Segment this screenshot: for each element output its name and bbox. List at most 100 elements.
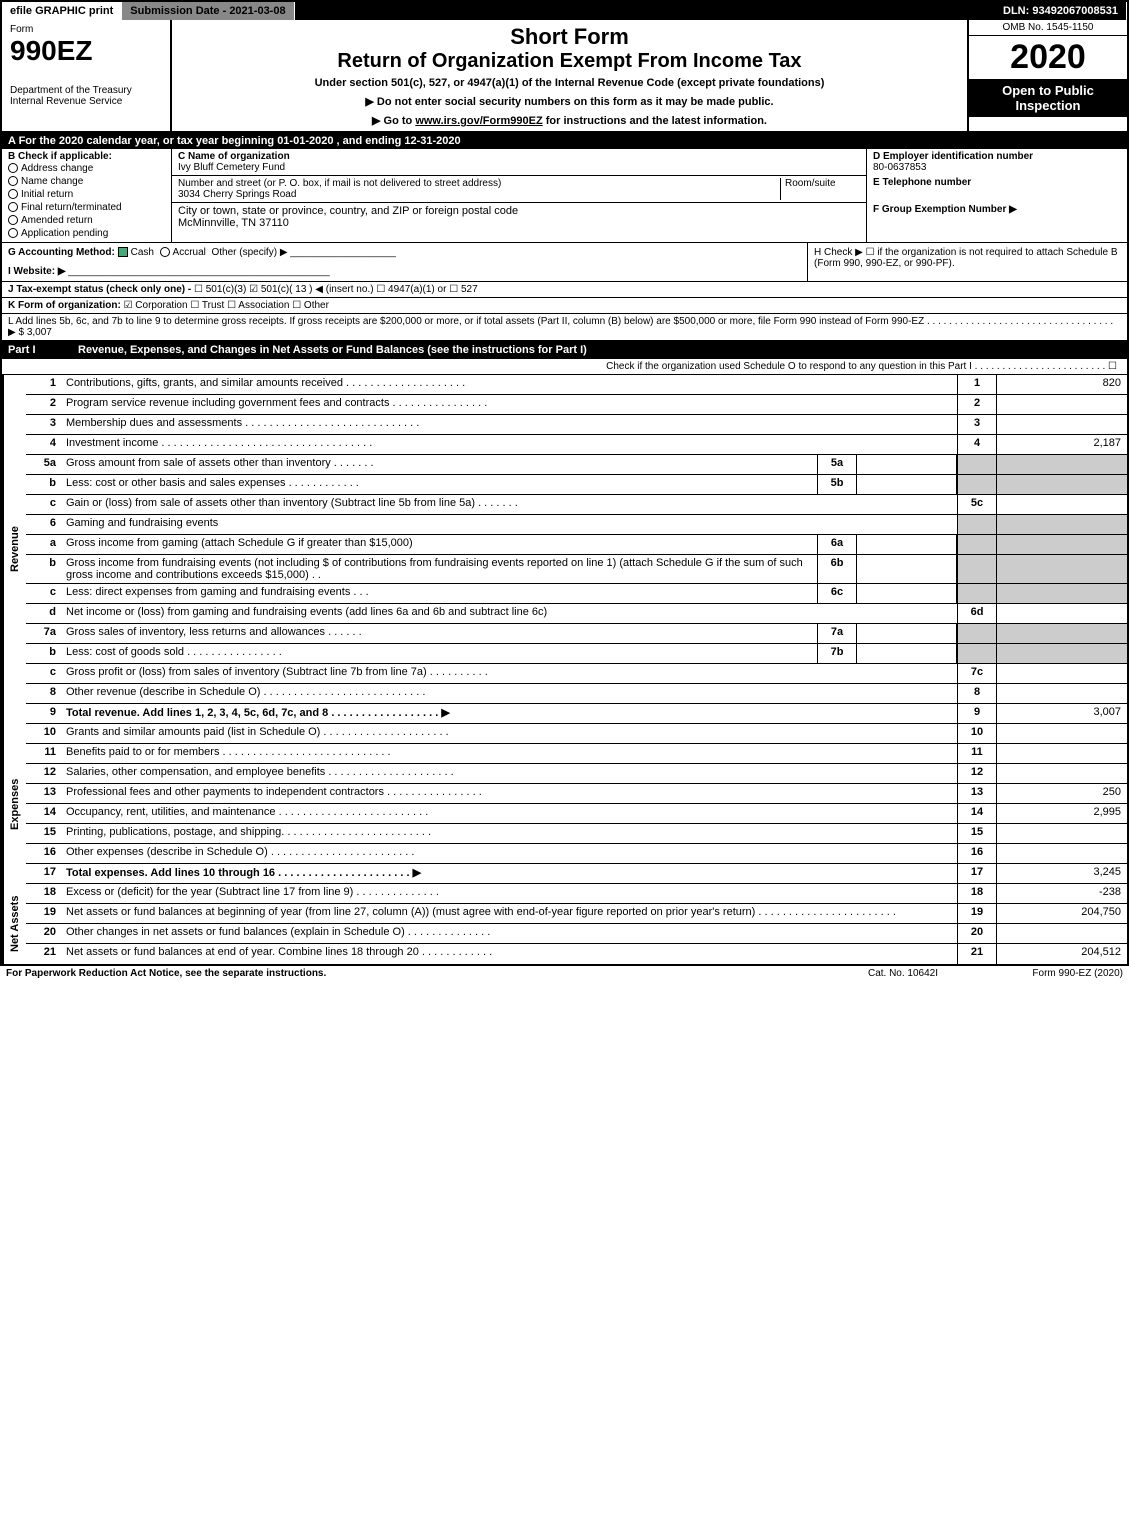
line-8-desc: Other revenue (describe in Schedule O) .… [62, 684, 957, 703]
omb-number: OMB No. 1545-1150 [969, 20, 1127, 36]
line-4-desc: Investment income . . . . . . . . . . . … [62, 435, 957, 454]
section-c: C Name of organization Ivy Bluff Cemeter… [172, 149, 867, 242]
notice-ssn: ▶ Do not enter social security numbers o… [176, 95, 963, 108]
notice2-post: for instructions and the latest informat… [543, 115, 767, 127]
org-city: McMinnville, TN 37110 [178, 217, 860, 229]
footer-paperwork: For Paperwork Reduction Act Notice, see … [6, 968, 843, 979]
org-name: Ivy Bluff Cemetery Fund [178, 162, 860, 173]
form-number: 990EZ [10, 35, 162, 67]
line-12-desc: Salaries, other compensation, and employ… [62, 764, 957, 783]
line-1-val: 820 [997, 375, 1127, 394]
line-3-desc: Membership dues and assessments . . . . … [62, 415, 957, 434]
header-right: OMB No. 1545-1150 2020 Open to Public In… [967, 20, 1127, 131]
cb-name-change[interactable]: Name change [8, 175, 165, 188]
cb-initial-return[interactable]: Initial return [8, 188, 165, 201]
part1-header: Part I Revenue, Expenses, and Changes in… [2, 341, 1127, 359]
line-6d-desc: Net income or (loss) from gaming and fun… [62, 604, 957, 623]
header-left: Form 990EZ Department of the Treasury In… [2, 20, 172, 131]
line-1-desc: Contributions, gifts, grants, and simila… [62, 375, 957, 394]
line-13-desc: Professional fees and other payments to … [62, 784, 957, 803]
addr-label: Number and street (or P. O. box, if mail… [178, 178, 780, 189]
line-6d-val [997, 604, 1127, 623]
line-8-val [997, 684, 1127, 703]
b-label: B Check if applicable: [8, 151, 112, 162]
side-revenue: Revenue [2, 375, 26, 724]
line-15-val [997, 824, 1127, 843]
tax-year: 2020 [969, 36, 1127, 79]
line-10-desc: Grants and similar amounts paid (list in… [62, 724, 957, 743]
part1-label: Part I [8, 344, 78, 356]
page-footer: For Paperwork Reduction Act Notice, see … [0, 966, 1129, 981]
line-6b-desc: Gross income from fundraising events (no… [62, 555, 817, 583]
dept-irs: Internal Revenue Service [10, 96, 162, 107]
line-10-val [997, 724, 1127, 743]
line-h: H Check ▶ ☐ if the organization is not r… [807, 243, 1127, 281]
org-address: 3034 Cherry Springs Road [178, 189, 780, 200]
footer-form: Form 990-EZ (2020) [963, 968, 1123, 979]
line-15-desc: Printing, publications, postage, and shi… [62, 824, 957, 843]
room-suite-label: Room/suite [780, 178, 860, 200]
cb-application-pending[interactable]: Application pending [8, 227, 165, 240]
cb-address-change[interactable]: Address change [8, 162, 165, 175]
net-assets-section: Net Assets 18Excess or (deficit) for the… [2, 884, 1127, 964]
line-16-desc: Other expenses (describe in Schedule O) … [62, 844, 957, 863]
line-14-val: 2,995 [997, 804, 1127, 823]
line-21-desc: Net assets or fund balances at end of ye… [62, 944, 957, 964]
cb-amended-return[interactable]: Amended return [8, 214, 165, 227]
line-17-val: 3,245 [997, 864, 1127, 883]
irs-link[interactable]: www.irs.gov/Form990EZ [415, 115, 542, 127]
line-20-desc: Other changes in net assets or fund bala… [62, 924, 957, 943]
f-group-label: F Group Exemption Number ▶ [873, 204, 1121, 215]
line-2-val [997, 395, 1127, 414]
line-6-desc: Gaming and fundraising events [62, 515, 957, 534]
line-19-desc: Net assets or fund balances at beginning… [62, 904, 957, 923]
org-name-box: C Name of organization Ivy Bluff Cemeter… [172, 149, 866, 176]
city-label: City or town, state or province, country… [178, 205, 860, 217]
gh-section: G Accounting Method: Cash Accrual Other … [2, 243, 1127, 282]
part1-check: Check if the organization used Schedule … [2, 359, 1127, 375]
efile-label[interactable]: efile GRAPHIC print [2, 2, 122, 20]
line-14-desc: Occupancy, rent, utilities, and maintena… [62, 804, 957, 823]
dept-treasury: Department of the Treasury [10, 85, 162, 96]
notice2-pre: ▶ Go to [372, 115, 415, 127]
line-18-val: -238 [997, 884, 1127, 903]
cb-accrual[interactable] [160, 247, 170, 257]
section-d: D Employer identification number 80-0637… [867, 149, 1127, 242]
line-11-desc: Benefits paid to or for members . . . . … [62, 744, 957, 763]
line-5c-val [997, 495, 1127, 514]
header-center: Short Form Return of Organization Exempt… [172, 20, 967, 131]
line-7c-val [997, 664, 1127, 683]
line-7a-desc: Gross sales of inventory, less returns a… [62, 624, 817, 643]
line-3-val [997, 415, 1127, 434]
line-13-val: 250 [997, 784, 1127, 803]
line-5b-desc: Less: cost or other basis and sales expe… [62, 475, 817, 494]
side-expenses: Expenses [2, 724, 26, 884]
form-header: Form 990EZ Department of the Treasury In… [2, 20, 1127, 133]
line-6c-desc: Less: direct expenses from gaming and fu… [62, 584, 817, 603]
footer-catno: Cat. No. 10642I [843, 968, 963, 979]
line-k: K Form of organization: ☑ Corporation ☐ … [2, 298, 1127, 314]
line-l-amount: 3,007 [27, 327, 52, 338]
info-section: B Check if applicable: Address change Na… [2, 149, 1127, 243]
address-box: Number and street (or P. O. box, if mail… [172, 176, 866, 203]
line-j: J Tax-exempt status (check only one) - ☐… [2, 282, 1127, 298]
line-20-val [997, 924, 1127, 943]
line-16-val [997, 844, 1127, 863]
submission-date: Submission Date - 2021-03-08 [122, 2, 294, 20]
open-public: Open to Public Inspection [969, 79, 1127, 117]
line-7c-desc: Gross profit or (loss) from sales of inv… [62, 664, 957, 683]
line-21-val: 204,512 [997, 944, 1127, 964]
part1-title: Revenue, Expenses, and Changes in Net As… [78, 344, 587, 356]
short-form-label: Short Form [176, 24, 963, 50]
topbar: efile GRAPHIC print Submission Date - 20… [2, 2, 1127, 20]
line-12-val [997, 764, 1127, 783]
line-7b-desc: Less: cost of goods sold . . . . . . . .… [62, 644, 817, 663]
side-net-assets: Net Assets [2, 884, 26, 964]
line-6a-desc: Gross income from gaming (attach Schedul… [62, 535, 817, 554]
line-9-desc: Total revenue. Add lines 1, 2, 3, 4, 5c,… [62, 704, 957, 723]
line-18-desc: Excess or (deficit) for the year (Subtra… [62, 884, 957, 903]
cb-cash[interactable] [118, 247, 128, 257]
e-phone-label: E Telephone number [873, 177, 1121, 188]
cb-final-return[interactable]: Final return/terminated [8, 201, 165, 214]
line-11-val [997, 744, 1127, 763]
